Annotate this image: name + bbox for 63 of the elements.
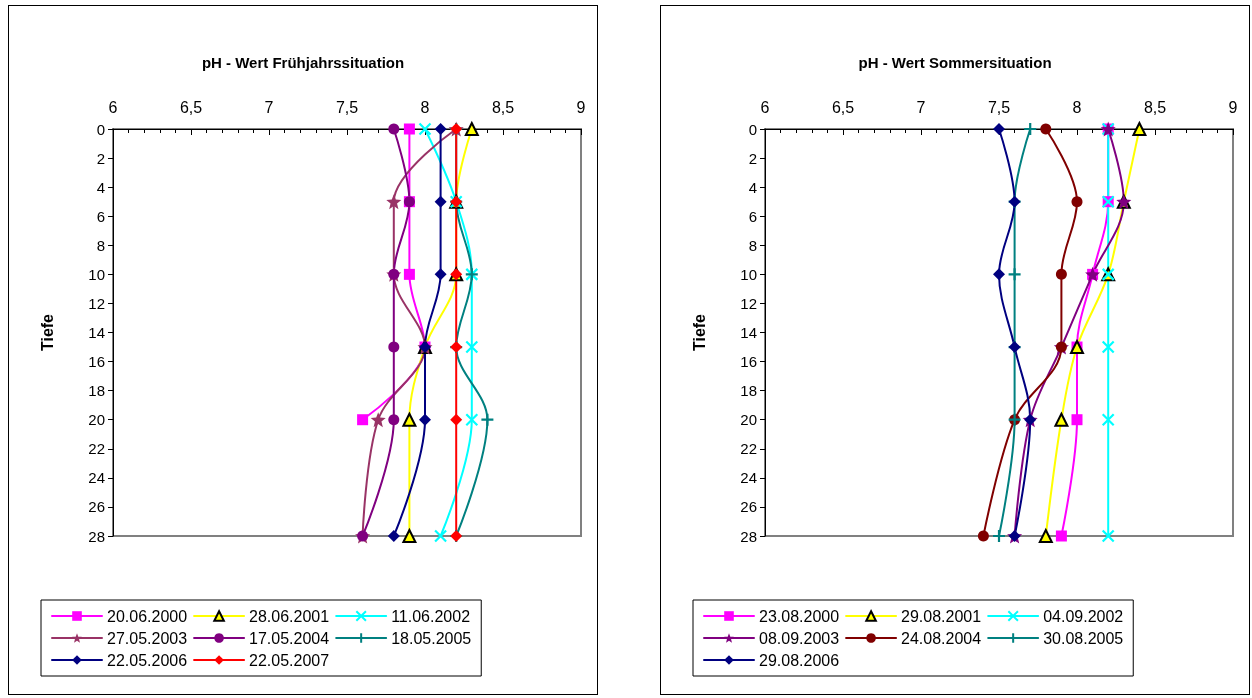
x-tick-label: 9: [1228, 98, 1238, 116]
legend-label: 08.09.2003: [759, 629, 840, 647]
y-tick-label: 8: [748, 236, 757, 254]
y-tick-label: 26: [88, 498, 105, 516]
x-tick-label: 8: [1072, 98, 1082, 116]
legend-label: 24.08.2004: [901, 629, 982, 647]
legend-label: 22.05.2007: [249, 651, 330, 669]
legend-label: 17.05.2004: [249, 629, 330, 647]
legend-label: 20.06.2000: [107, 607, 188, 625]
y-tick-label: 16: [88, 353, 105, 371]
legend-label: 22.05.2006: [107, 651, 188, 669]
y-tick-label: 22: [88, 440, 105, 458]
y-tick-label: 0: [748, 120, 757, 138]
chart-title: pH - Wert Sommersituation: [858, 54, 1052, 71]
x-tick-label: 9: [576, 98, 586, 116]
y-tick-label: 20: [88, 411, 105, 429]
x-tick-label: 8,5: [491, 98, 515, 116]
x-tick-label: 8,5: [1143, 98, 1167, 116]
legend-label: 23.08.2000: [759, 607, 840, 625]
legend-label: 27.05.2003: [107, 629, 188, 647]
legend-label: 29.08.2006: [759, 651, 840, 669]
legend-label: 18.05.2005: [391, 629, 472, 647]
y-tick-label: 18: [740, 382, 757, 400]
y-tick-label: 16: [740, 353, 757, 371]
y-tick-label: 22: [740, 440, 757, 458]
y-tick-label: 26: [740, 498, 757, 516]
chart-title: pH - Wert Frühjahrssituation: [201, 54, 405, 71]
x-tick-label: 7,5: [335, 98, 359, 116]
x-tick-label: 6,5: [179, 98, 203, 116]
x-tick-label: 7,5: [987, 98, 1011, 116]
x-tick-label: 6: [760, 98, 770, 116]
legend-label: 28.06.2001: [249, 607, 330, 625]
y-tick-label: 28: [740, 527, 757, 545]
x-tick-label: 7: [264, 98, 274, 116]
y-tick-label: 20: [740, 411, 757, 429]
y-tick-label: 24: [88, 469, 105, 487]
y-tick-label: 10: [88, 265, 105, 283]
x-tick-label: 6,5: [831, 98, 855, 116]
x-tick-label: 8: [420, 98, 430, 116]
y-tick-label: 2: [96, 149, 105, 167]
y-tick-label: 4: [748, 178, 757, 196]
y-tick-label: 2: [748, 149, 757, 167]
y-axis-title: Tiefe: [38, 313, 56, 352]
y-tick-label: 8: [96, 236, 105, 254]
y-tick-label: 4: [96, 178, 105, 196]
x-tick-label: 7: [916, 98, 926, 116]
y-tick-label: 24: [740, 469, 757, 487]
y-tick-label: 14: [740, 324, 757, 341]
y-tick-label: 12: [88, 294, 105, 312]
y-tick-label: 28: [88, 527, 105, 545]
y-tick-label: 14: [88, 324, 105, 341]
y-tick-label: 18: [88, 382, 105, 400]
y-tick-label: 6: [748, 207, 757, 225]
legend-label: 04.09.2002: [1043, 607, 1124, 625]
y-axis-title: Tiefe: [690, 313, 708, 352]
y-tick-label: 12: [740, 294, 757, 312]
y-tick-label: 0: [96, 120, 105, 138]
legend-label: 11.06.2002: [391, 607, 471, 625]
legend-label: 30.08.2005: [1043, 629, 1124, 647]
x-tick-label: 6: [108, 98, 118, 116]
y-tick-label: 6: [96, 207, 105, 225]
y-tick-label: 10: [740, 265, 757, 283]
legend-label: 29.08.2001: [901, 607, 982, 625]
